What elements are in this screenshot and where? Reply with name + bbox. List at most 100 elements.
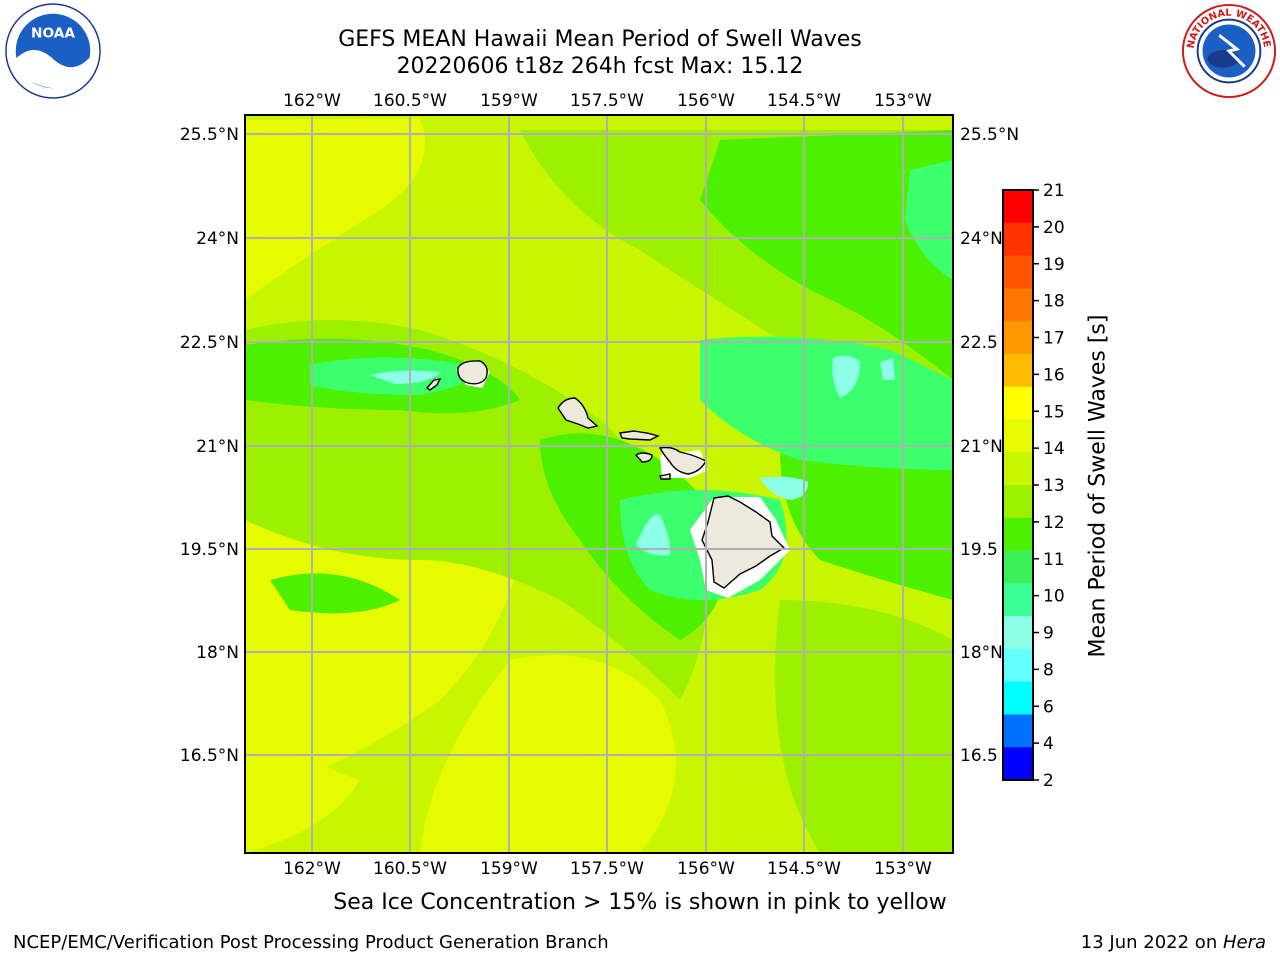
colorbar-tick-label: 6	[1043, 697, 1054, 717]
footer-date-text: 13 Jun 2022 on	[1080, 932, 1223, 953]
colorbar-segment	[1003, 517, 1033, 552]
lon-label-bottom: 157.5°W	[570, 859, 644, 879]
map-frame	[244, 114, 954, 854]
lat-label-right: 25.5°N	[960, 125, 1019, 145]
lon-labels-bottom: 162°W 160.5°W 159°W 157.5°W 156°W 154.5°…	[283, 859, 932, 879]
lon-label-bottom: 160.5°W	[373, 859, 447, 879]
colorbar-segment	[1003, 255, 1033, 289]
island-molokai	[619, 430, 660, 441]
field-cyan-bigisland	[636, 514, 671, 556]
colorbar-tick-label: 13	[1043, 476, 1065, 496]
field-lightgreen-center	[245, 320, 707, 700]
lon-label-bottom: 156°W	[677, 859, 735, 879]
lat-label-right: 16.5	[960, 746, 998, 766]
footer-credit: NCEP/EMC/Verification Post Processing Pr…	[13, 932, 609, 953]
field-green-east	[780, 447, 953, 600]
colorbar-segment	[1003, 747, 1033, 781]
colorbar-segment	[1003, 222, 1033, 257]
lon-label-top: 153°W	[874, 91, 932, 111]
island-oahu	[557, 397, 599, 429]
colorbar-tick-label: 20	[1043, 218, 1065, 238]
field-aqua-ne-edge	[905, 160, 953, 280]
lon-labels-top: 162°W 160.5°W 159°W 157.5°W 156°W 154.5°…	[283, 91, 932, 111]
lat-label-right: 19.5	[960, 540, 998, 560]
lat-label-left: 16.5°N	[180, 746, 239, 766]
lat-label-left: 21°N	[196, 437, 239, 457]
colorbar-tick-label: 14	[1043, 439, 1065, 459]
colorbar-segment	[1003, 386, 1033, 420]
map-subtitle-date: 20220606 t18z 264h fcst Max: 15.12	[396, 54, 804, 79]
colorbar-tick-label: 17	[1043, 329, 1065, 349]
field-yellow-nw	[245, 118, 425, 300]
colorbar-tick-label: 11	[1043, 550, 1065, 570]
colorbar-segment	[1003, 583, 1033, 617]
colorbar-label: Mean Period of Swell Waves [s]	[1085, 314, 1111, 658]
lat-label-left: 18°N	[196, 643, 239, 663]
noaa-logo: NOAA	[5, 3, 101, 99]
colorbar-segment	[1003, 353, 1033, 388]
lat-label-right: 18°N	[960, 643, 1003, 663]
lat-label-left: 24°N	[196, 229, 239, 249]
colorbar	[1002, 189, 1039, 781]
footer-host: Hera	[1222, 932, 1266, 953]
colorbar-segment	[1003, 616, 1033, 650]
colorbar-segment	[1003, 190, 1033, 224]
colorbar-segment	[1003, 452, 1033, 486]
colorbar-tick-label: 18	[1043, 292, 1065, 312]
lat-label-right: 21°N	[960, 437, 1003, 457]
lat-label-right: 22.5	[960, 333, 998, 353]
lat-label-right: 24°N	[960, 229, 1003, 249]
lon-label-top: 154.5°W	[767, 91, 841, 111]
lon-label-bottom: 154.5°W	[767, 859, 841, 879]
field-lightgreen-se	[775, 600, 953, 853]
lon-label-top: 162°W	[283, 91, 341, 111]
island-kahoolawe	[659, 473, 671, 480]
colorbar-tick-label: 21	[1043, 181, 1065, 201]
colorbar-tick-label: 2	[1043, 771, 1054, 791]
sea-ice-note: Sea Ice Concentration > 15% is shown in …	[333, 890, 947, 915]
colorbar-tick-label: 4	[1043, 734, 1054, 754]
island-maui	[658, 446, 707, 475]
island-niihau	[425, 378, 442, 391]
map-title: GEFS MEAN Hawaii Mean Period of Swell Wa…	[338, 27, 862, 52]
field-cyan-east	[832, 355, 860, 398]
lon-label-top: 160.5°W	[373, 91, 447, 111]
colorbar-segment	[1003, 648, 1033, 683]
lon-label-bottom: 159°W	[480, 859, 538, 879]
field-green-west-patch	[270, 573, 400, 614]
colorbar-segment	[1003, 288, 1033, 322]
island-lanai	[634, 452, 653, 463]
lon-label-top: 157.5°W	[570, 91, 644, 111]
colorbar-tick-label: 12	[1043, 513, 1065, 533]
lat-label-left: 25.5°N	[180, 125, 239, 145]
colorbar-segment	[1003, 714, 1033, 748]
colorbar-segment	[1003, 681, 1033, 715]
lon-label-bottom: 162°W	[283, 859, 341, 879]
colorbar-tick-label: 8	[1043, 660, 1054, 680]
lon-label-bottom: 153°W	[874, 859, 932, 879]
contour-field	[245, 115, 953, 853]
colorbar-tick-label: 10	[1043, 587, 1065, 607]
noaa-logo-text: NOAA	[31, 25, 75, 41]
lat-label-left: 19.5°N	[180, 540, 239, 560]
colorbar-tick-label: 9	[1043, 624, 1054, 644]
field-green-ne	[700, 130, 953, 380]
colorbar-ticks: 21 20 19 18 17 16 15 14 13 12 11 10 9 8 6 4 2	[1043, 181, 1065, 791]
colorbar-tick-label: 16	[1043, 365, 1065, 385]
lon-label-top: 156°W	[677, 91, 735, 111]
colorbar-segment	[1003, 550, 1033, 584]
island-kauai	[457, 360, 488, 385]
field-yellow-sw	[245, 720, 360, 853]
lat-label-left: 22.5°N	[180, 333, 239, 353]
colorbar-segment	[1003, 321, 1033, 355]
colorbar-tick-label: 19	[1043, 255, 1065, 275]
lat-labels-left: 25.5°N 24°N 22.5°N 21°N 19.5°N 18°N 16.5…	[180, 125, 239, 766]
field-cyan-east2	[880, 358, 895, 380]
colorbar-segment	[1003, 485, 1033, 519]
gridlines	[245, 115, 953, 853]
nws-logo: NATIONAL WEATHER SERVICE	[1180, 2, 1277, 99]
field-cyan-maui-east	[760, 476, 808, 500]
lat-labels-right: 25.5°N 24°N 22.5 21°N 19.5 18°N 16.5	[960, 125, 1019, 766]
footer-date: 13 Jun 2022 on Hera	[1081, 932, 1266, 953]
